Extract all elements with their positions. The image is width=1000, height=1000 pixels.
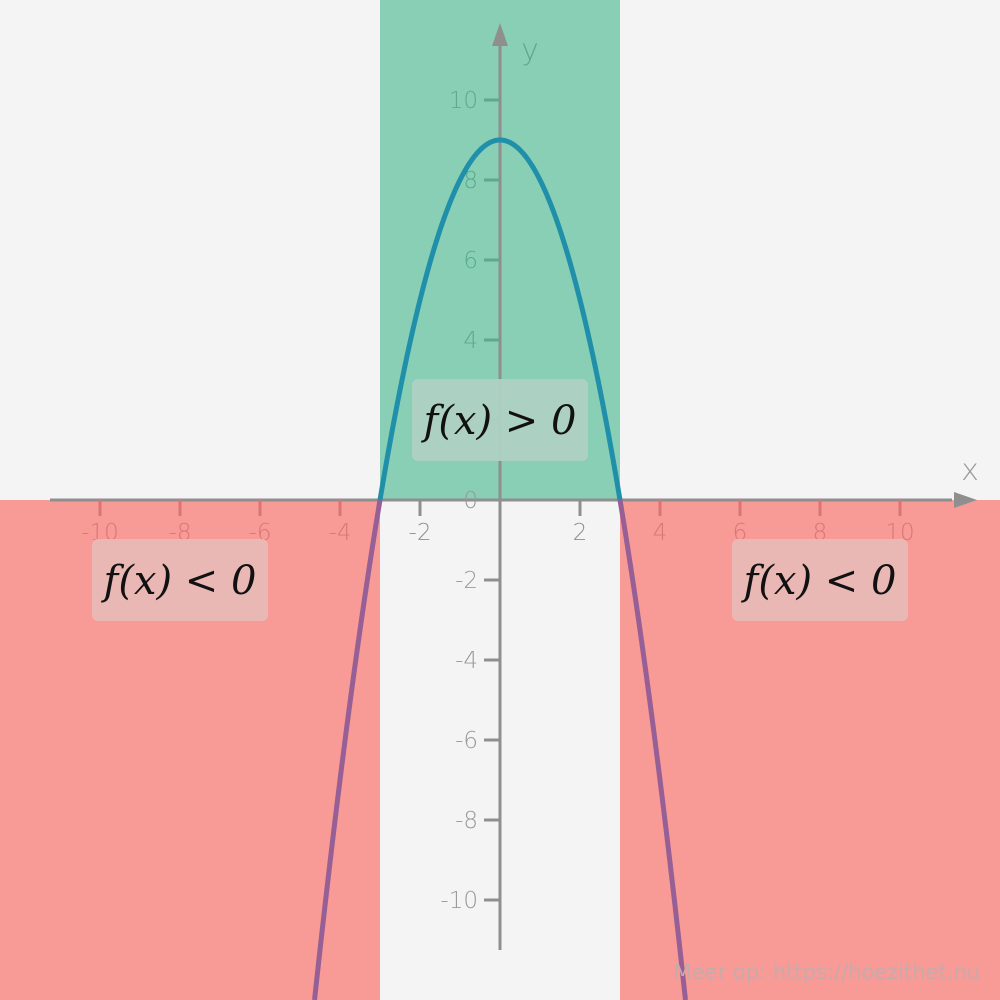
curve-positive [377,137,623,501]
x-tick-label: 4 [653,520,668,546]
y-tick-label: 6 [463,248,478,274]
region-label-box [732,539,908,621]
x-tick-label: 2 [573,520,588,546]
parabola-curve [312,137,688,1000]
y-tick-label: -10 [440,888,478,914]
y-tick-label: -4 [455,648,478,674]
watermark-text: Meer op: https://hoezithet.nu [674,960,980,984]
region-label-box [412,379,588,461]
region-label-text: f(x) < 0 [101,558,257,604]
x-tick-label: -4 [329,520,352,546]
region-labels: f(x) < 0 f(x) > 0 f(x) < 0 [92,379,908,621]
x-axis-label: x [961,453,979,488]
region-label-text: f(x) < 0 [741,558,897,604]
region-label-text: f(x) > 0 [421,398,577,444]
y-tick-label: 0 [463,488,478,514]
y-tick-label: -6 [455,728,478,754]
y-tick-label: 4 [463,328,478,354]
x-tick-label: -2 [409,520,432,546]
curve-left-negative [312,499,383,1000]
y-tick-label: 8 [463,168,478,194]
y-tick-label: -2 [455,568,478,594]
y-tick-label: 10 [449,88,478,114]
y-axis-arrow-icon [492,23,508,46]
x-axis-arrow-icon [954,492,977,508]
curve-right-negative [617,499,688,1000]
y-tick-label: -8 [455,808,478,834]
region-label-box [92,539,268,621]
y-axis-label: y [521,33,539,68]
